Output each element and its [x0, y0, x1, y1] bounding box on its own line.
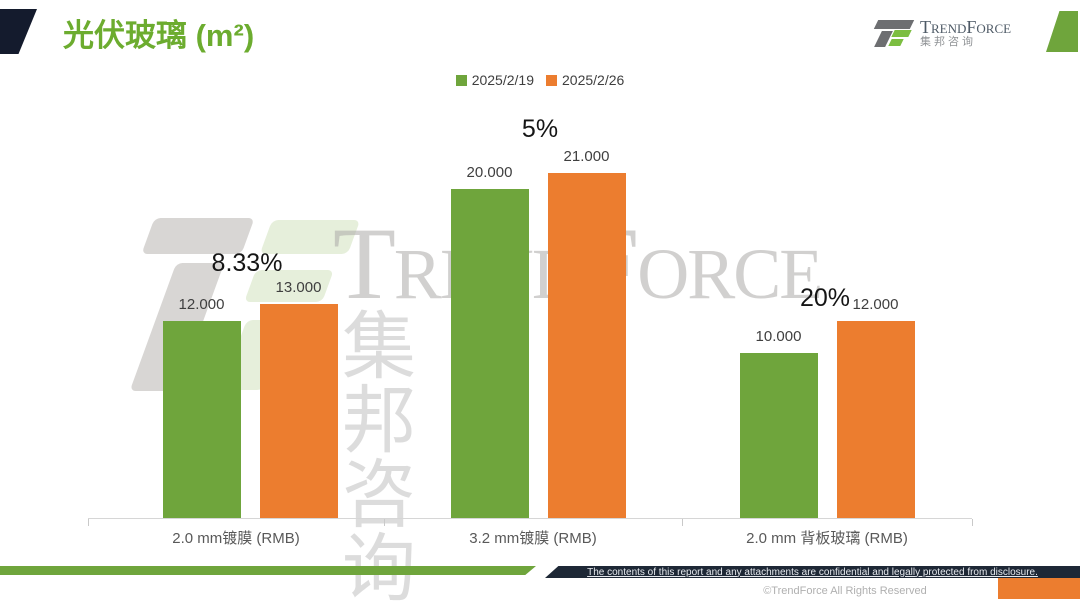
legend-label-series2: 2025/2/26: [562, 72, 625, 88]
category-label: 2.0 mm 背板玻璃 (RMB): [746, 530, 908, 547]
footer-dark-bar: The contents of this report and any atta…: [545, 566, 1080, 578]
bar-2025/2/26-group2: [547, 173, 626, 518]
legend-item-series1: 2025/2/19: [455, 72, 534, 88]
logo-brand-text: TrendForce: [920, 16, 1012, 37]
axis-tick: [682, 519, 683, 526]
confidential-text: The contents of this report and any atta…: [587, 566, 1038, 578]
legend-swatch-orange: [546, 74, 557, 86]
percent-change-label: 8.33%: [211, 249, 283, 277]
axis-tick: [88, 519, 89, 526]
legend-label-series1: 2025/2/19: [471, 72, 534, 88]
legend-item-series2: 2025/2/26: [546, 72, 624, 88]
copyright-text: ©TrendForce All Rights Reserved: [763, 585, 927, 597]
logo-cn-text: 集邦咨询: [920, 35, 976, 48]
footer-orange-block: [998, 578, 1080, 599]
axis-tick: [972, 519, 973, 526]
watermark-cn-text: 集邦咨询: [342, 305, 450, 608]
bar-2025/2/19-group3: [739, 353, 818, 518]
legend-swatch-green: [455, 74, 467, 86]
bar-2025/2/26-group1: [259, 304, 338, 518]
footer-green-bar: [0, 566, 536, 575]
x-axis-line: [88, 518, 972, 519]
percent-change-label: 5%: [521, 115, 559, 143]
trendforce-logo: TrendForce 集邦咨询: [873, 16, 1012, 49]
bar-2025/2/26-group3: [836, 321, 915, 518]
header-accent-shape-right: [1046, 11, 1078, 52]
axis-tick: [384, 519, 385, 526]
value-label: 20.000: [466, 164, 513, 181]
category-label: 2.0 mm镀膜 (RMB): [172, 530, 300, 547]
value-label: 12.000: [178, 296, 225, 313]
percent-change-label: 20%: [799, 284, 851, 312]
bar-2025/2/19-group1: [162, 321, 241, 518]
value-label: 12.000: [852, 296, 899, 313]
header-accent-shape-left: [0, 9, 37, 54]
value-label: 10.000: [755, 328, 802, 345]
value-label: 13.000: [275, 279, 322, 296]
category-label: 3.2 mm镀膜 (RMB): [469, 530, 597, 547]
page-title: 光伏玻璃 (m²): [63, 18, 255, 53]
legend: 2025/2/19 2025/2/26: [0, 72, 1080, 88]
trendforce-logo-icon: [873, 17, 915, 49]
bar-2025/2/19-group2: [450, 189, 529, 518]
value-label: 21.000: [563, 148, 610, 165]
